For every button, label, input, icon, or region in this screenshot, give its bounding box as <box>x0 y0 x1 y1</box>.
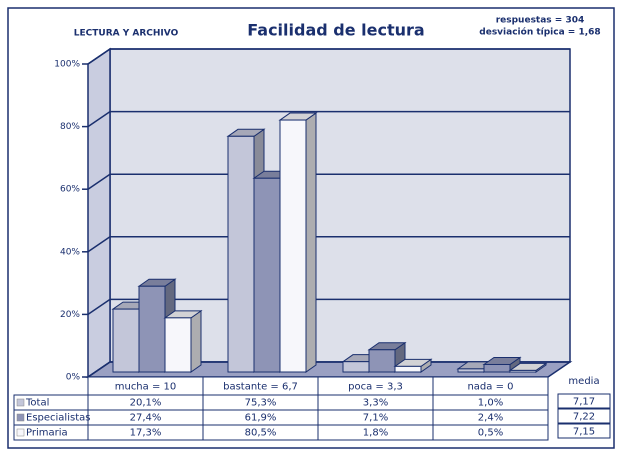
media-value: 7,17 <box>573 397 595 408</box>
grid-line <box>87 48 111 65</box>
legend-label: Especialistas <box>26 413 90 424</box>
bar <box>393 358 433 373</box>
legend-label: Total <box>25 398 49 409</box>
bar-front <box>279 119 307 373</box>
bar-front <box>509 369 537 373</box>
value-label: 80,5% <box>245 428 277 439</box>
x-tick-label: nada = 0 <box>467 382 513 393</box>
media-value: 7,22 <box>573 412 595 423</box>
value-label: 17,3% <box>130 428 162 439</box>
value-label: 3,3% <box>363 398 388 409</box>
bar-front <box>138 285 166 373</box>
legend-swatch <box>16 428 25 437</box>
value-label: 27,4% <box>130 413 162 424</box>
bar-front <box>342 361 370 373</box>
grid-line <box>87 173 111 190</box>
legend-swatch <box>16 398 25 407</box>
bar-front <box>253 177 281 373</box>
y-tick-label: 20% <box>60 310 80 320</box>
value-label: 1,8% <box>363 428 388 439</box>
x-tick-label: mucha = 10 <box>115 382 177 393</box>
legend-swatch <box>16 413 25 422</box>
media-cell <box>557 408 611 424</box>
y-tick-label: 0% <box>66 373 81 383</box>
annotation: desviación típica = 1,68 <box>479 27 600 38</box>
bar-front <box>368 349 396 373</box>
grid-line <box>87 110 111 128</box>
bar <box>278 112 318 373</box>
bar-front <box>112 308 140 373</box>
grid-line <box>87 298 111 316</box>
value-label: 61,9% <box>245 413 277 424</box>
legend-label: Primaria <box>26 428 68 439</box>
value-label: 1,0% <box>478 398 503 409</box>
table-frame <box>13 394 549 441</box>
value-label: 0,5% <box>478 428 503 439</box>
grid-line <box>87 236 111 253</box>
bar <box>163 309 203 373</box>
bar-front <box>457 368 485 373</box>
chart-title: Facilidad de lectura <box>247 21 424 40</box>
x-tick-label: poca = 3,3 <box>348 382 403 393</box>
y-tick-label: 100% <box>54 60 80 70</box>
x-tick-label: bastante = 6,7 <box>223 382 298 393</box>
bar-front <box>483 363 511 373</box>
bar <box>367 341 407 373</box>
annotation: respuestas = 304 <box>496 16 585 26</box>
subtitle: LECTURA Y ARCHIVO <box>74 29 179 39</box>
media-cell <box>557 393 611 409</box>
value-label: 2,4% <box>478 413 503 424</box>
media-header: media <box>568 376 599 387</box>
bar <box>508 362 548 373</box>
bar-front <box>227 135 255 373</box>
media-cell <box>557 423 611 439</box>
media-value: 7,15 <box>573 427 595 438</box>
y-tick-label: 80% <box>60 122 80 132</box>
value-label: 20,1% <box>130 398 162 409</box>
grid-line <box>87 361 111 378</box>
value-label: 75,3% <box>245 398 277 409</box>
side-wall <box>87 47 111 379</box>
value-label: 7,1% <box>363 413 388 424</box>
bar-side <box>305 112 317 373</box>
bar-side <box>190 309 202 373</box>
y-tick-label: 40% <box>60 247 80 257</box>
y-tick-label: 60% <box>60 185 80 195</box>
bar-front <box>394 365 422 373</box>
bar-front <box>164 317 192 373</box>
